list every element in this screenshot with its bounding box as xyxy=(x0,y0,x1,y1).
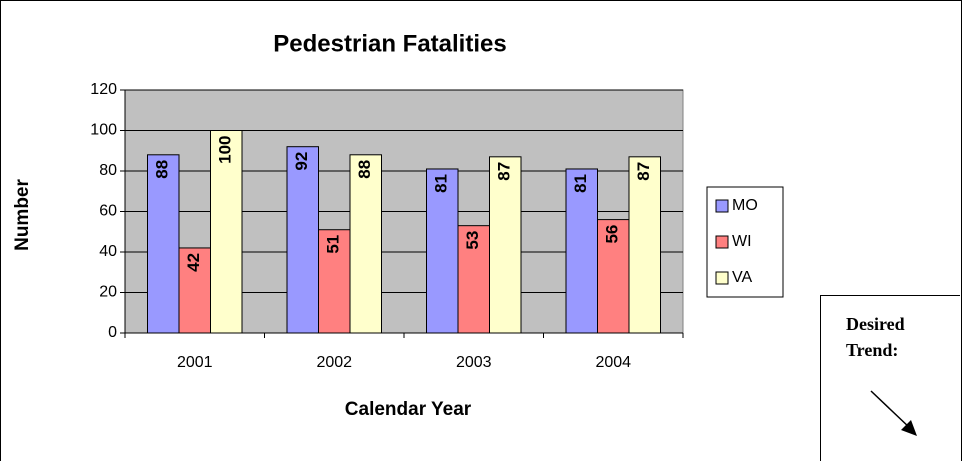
legend-swatch xyxy=(715,271,729,285)
bar xyxy=(489,156,522,334)
chart-title: Pedestrian Fatalities xyxy=(273,30,506,57)
y-tick-label: 40 xyxy=(99,243,117,260)
value-label: 87 xyxy=(495,162,514,181)
value-label: 100 xyxy=(216,136,235,164)
legend-swatch xyxy=(715,199,729,213)
trend-arrow xyxy=(870,390,917,436)
x-axis-label: Calendar Year xyxy=(345,399,472,420)
value-label: 88 xyxy=(355,160,374,179)
bar xyxy=(565,168,598,334)
trend-text: Desired Trend: xyxy=(846,314,905,360)
arrow-line xyxy=(870,390,912,430)
y-axis-label: Number xyxy=(12,179,33,251)
value-label: 56 xyxy=(603,225,622,244)
legend-label: WI xyxy=(732,233,752,250)
value-label: 81 xyxy=(432,174,451,193)
bar xyxy=(286,146,319,334)
y-tick-label: 80 xyxy=(99,162,117,179)
legend-label: MO xyxy=(732,197,758,214)
x-tick-label: 2004 xyxy=(595,354,631,371)
value-label: 81 xyxy=(571,174,590,193)
legend-label: VA xyxy=(732,269,752,286)
arrow-head xyxy=(901,420,917,436)
x-tick-label: 2002 xyxy=(316,354,352,371)
y-tick-label: 0 xyxy=(108,324,117,341)
legend-swatch xyxy=(715,235,729,249)
x-tick-label: 2001 xyxy=(177,354,213,371)
value-label: 88 xyxy=(153,160,172,179)
value-label: 53 xyxy=(463,231,482,250)
bar xyxy=(147,154,180,334)
value-label: 51 xyxy=(324,235,343,254)
x-tick-label: 2003 xyxy=(456,354,492,371)
bar xyxy=(457,225,490,334)
value-label: 92 xyxy=(292,152,311,171)
y-tick-label: 60 xyxy=(99,203,117,220)
y-tick-label: 20 xyxy=(99,284,117,301)
value-label: 87 xyxy=(634,162,653,181)
y-tick-label: 100 xyxy=(90,122,117,139)
bar xyxy=(178,247,211,334)
bar xyxy=(597,219,630,334)
bar xyxy=(349,154,382,334)
bar xyxy=(628,156,661,334)
trend-box: Desired Trend: xyxy=(820,295,960,461)
value-label: 42 xyxy=(184,253,203,272)
bar xyxy=(318,229,351,334)
bar xyxy=(210,130,243,334)
y-tick-label: 120 xyxy=(90,81,117,98)
